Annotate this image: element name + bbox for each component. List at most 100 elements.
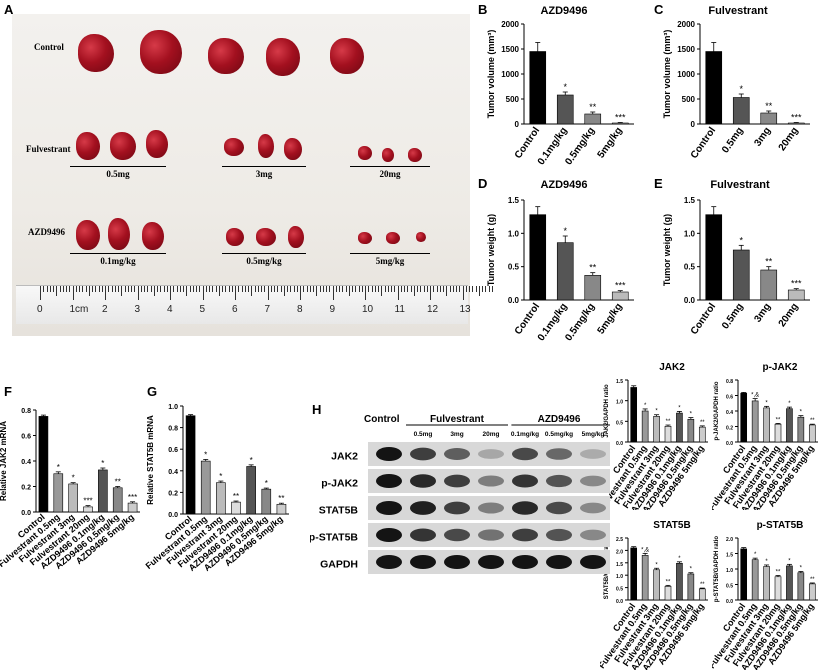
tumor [224, 138, 244, 156]
significance-label: * [690, 567, 693, 573]
y-tick-label: 0.0 [508, 296, 520, 305]
ruler-tick [170, 286, 171, 300]
significance-label: * [250, 456, 253, 465]
ruler-tick [59, 286, 61, 292]
y-tick-label: 1.0 [508, 229, 520, 238]
tumor [110, 132, 136, 160]
bar [751, 400, 759, 443]
blot-band [410, 501, 436, 515]
significance-label: * [219, 472, 222, 481]
y-axis-label: Tumor weight (g) [662, 214, 672, 286]
y-tick-label: 0.0 [21, 510, 31, 517]
ruler-tick [140, 286, 142, 292]
ruler-tick [329, 286, 331, 292]
blot-band [546, 528, 572, 542]
y-tick-label: 0.5 [726, 584, 733, 590]
ruler-tick [196, 286, 197, 292]
ruler-tick [355, 286, 357, 292]
ruler-tick [300, 286, 301, 300]
bar [687, 418, 695, 443]
dose-label: 0.5mg/kg [246, 256, 282, 266]
ruler-tick [365, 286, 366, 300]
x-tick-label: 20mg [777, 125, 801, 153]
x-tick-label: Control [689, 125, 719, 161]
dose-label: 3mg [255, 169, 273, 179]
significance-label: ** [278, 494, 284, 503]
y-tick-label: 0.0 [726, 599, 733, 605]
blot-band [376, 474, 402, 488]
blot-band [376, 555, 402, 569]
panel-letter: B [478, 2, 487, 17]
dose-label: 20mg [379, 169, 401, 179]
y-tick-label: 2000 [677, 20, 695, 29]
ruler-tick [251, 286, 253, 296]
ruler-tick [413, 286, 415, 296]
bar [641, 555, 649, 601]
significance-label: ** [233, 492, 239, 501]
ruler-tick [101, 286, 103, 292]
lane-label: 0.5mg [414, 431, 433, 438]
y-tick-label: 500 [682, 95, 696, 104]
ruler-tick [488, 286, 490, 292]
ruler-tick [287, 286, 288, 292]
bar [112, 487, 123, 513]
y-tick-label: 1000 [501, 70, 519, 79]
ruler-tick [95, 286, 97, 292]
significance-label: ** [700, 582, 705, 588]
bar [740, 392, 748, 443]
blot-band [478, 529, 504, 541]
y-tick-label: 0.6 [21, 434, 31, 441]
y-tick-label: 2.5 [616, 537, 623, 543]
y-tick-label: 1.0 [726, 568, 733, 574]
ruler-tick [485, 286, 487, 292]
significance-label: *** [791, 113, 802, 123]
ruler-tick [62, 286, 64, 292]
western-blot: Control Fulvestrant AZD9496 0.5mg 3mg 20mg 0.1… [310, 414, 610, 574]
tumor [108, 218, 130, 250]
ruler-tick [459, 286, 461, 292]
significance-label: * [754, 552, 757, 558]
significance-label: * [655, 409, 658, 415]
ruler-tick [436, 286, 438, 292]
bar [687, 573, 695, 601]
ruler-tick [82, 286, 84, 292]
ruler-tick [92, 286, 93, 292]
ruler-tick [293, 286, 295, 292]
significance-label: * [690, 412, 693, 418]
blot-band [444, 474, 470, 488]
tumor [258, 134, 274, 158]
blot-band [410, 555, 436, 569]
chart-e: E Fulvestrant 0.0 0.5 1.0 1.5 Tumor weight (g)… [654, 176, 810, 337]
y-tick-label: 1.5 [726, 553, 733, 559]
tumor [256, 228, 276, 246]
ruler-tick [371, 286, 373, 292]
bar [261, 488, 272, 515]
ruler-tick [176, 286, 178, 292]
significance-label: * [765, 559, 768, 565]
tumor [288, 226, 304, 248]
y-tick-label: 2.0 [726, 537, 733, 543]
bar [584, 275, 602, 301]
ruler-tick [368, 286, 370, 292]
blot-band [580, 529, 606, 541]
dose-line [350, 253, 430, 254]
tumor [408, 148, 422, 162]
blot-band [376, 501, 402, 515]
tumor [78, 34, 114, 72]
ruler-tick [339, 286, 340, 292]
ruler-tick [88, 286, 90, 296]
ruler-tick [274, 286, 275, 292]
ruler-tick [111, 286, 113, 292]
ruler-tick [381, 286, 383, 296]
significance-label: * [72, 474, 75, 483]
bar [797, 416, 805, 443]
bar [763, 407, 770, 443]
tumor [382, 148, 394, 162]
significance-label: ** [776, 417, 781, 423]
ruler-tick [358, 286, 360, 292]
bar [676, 412, 683, 443]
blot-band [410, 447, 436, 461]
significance-label: *** [128, 493, 137, 502]
ruler-tick [391, 286, 392, 292]
